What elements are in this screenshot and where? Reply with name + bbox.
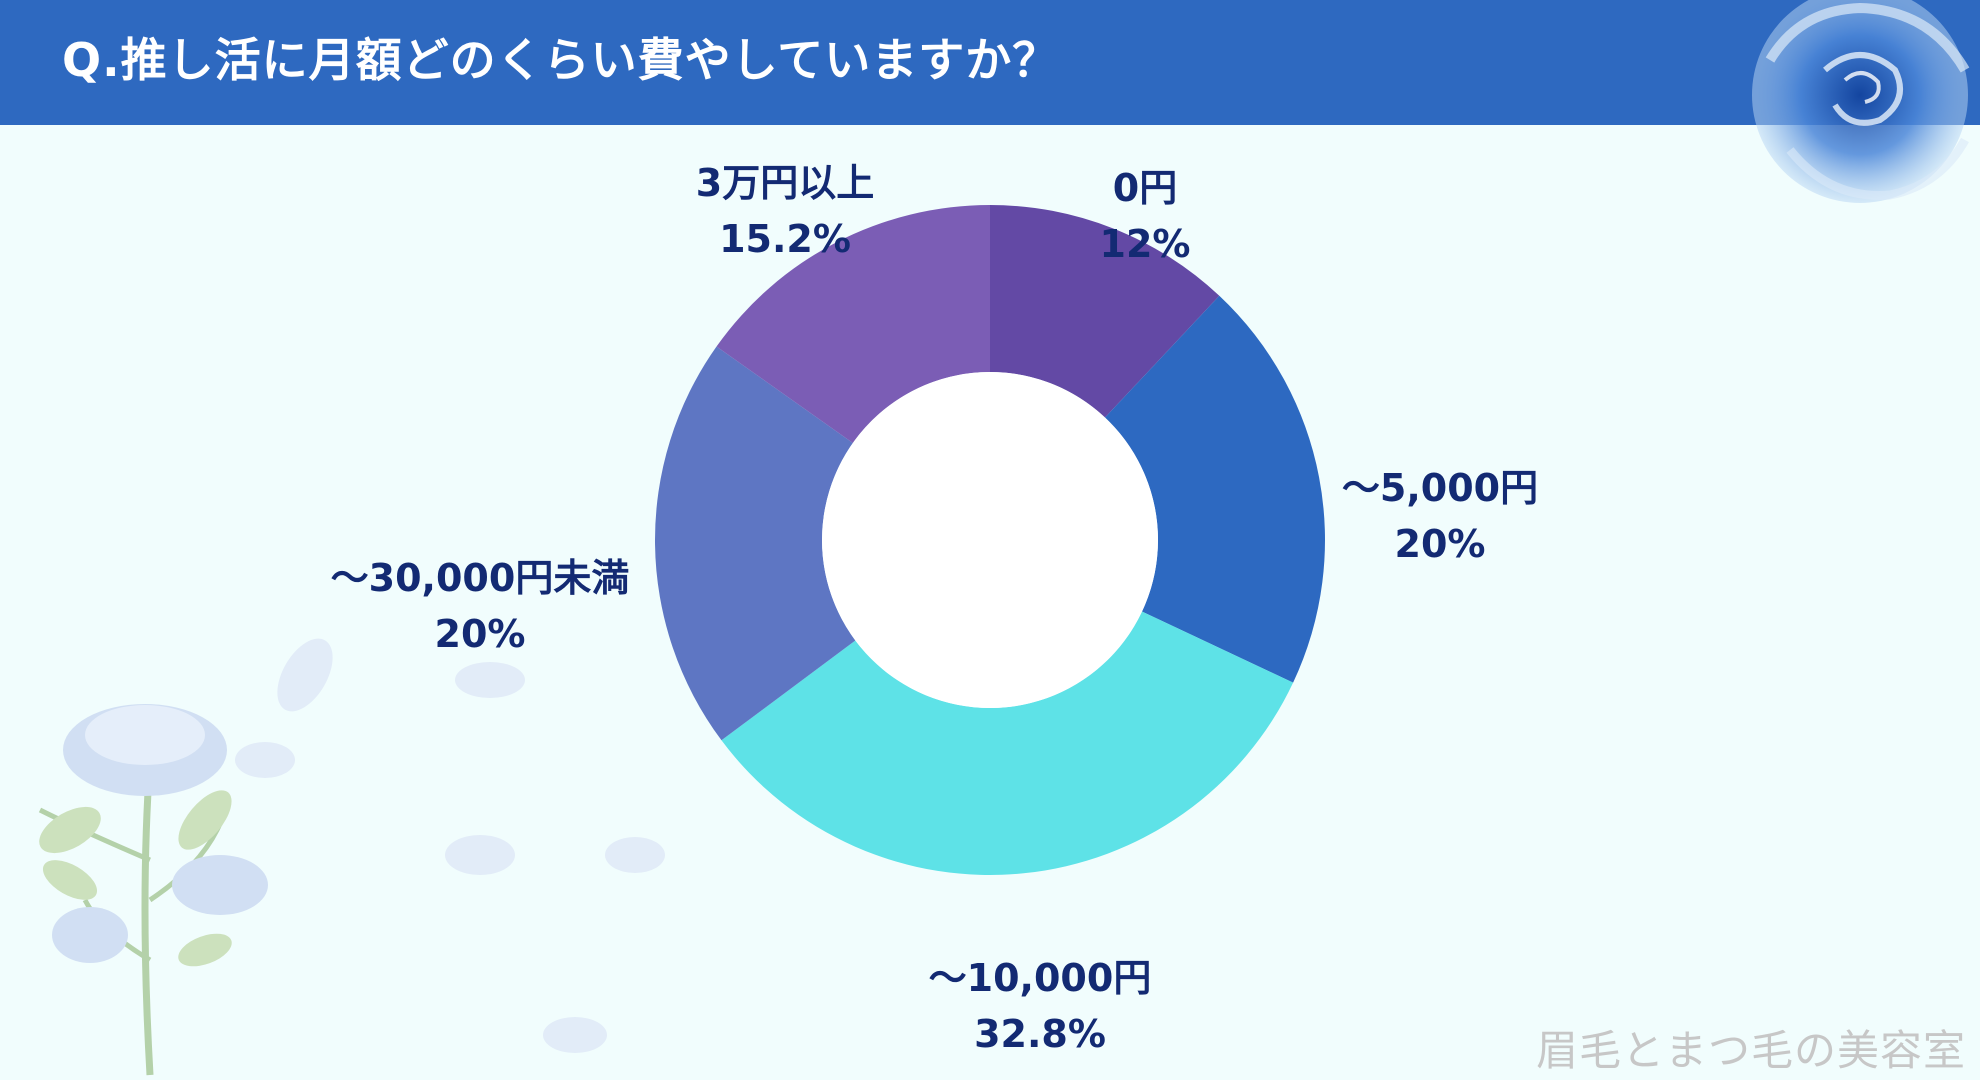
slice-percent-label: 20% <box>434 612 526 656</box>
slice-label: 3万円以上 15.2% <box>696 155 874 267</box>
slice-category-label: ～10,000円 <box>928 956 1152 1000</box>
slice-percent-label: 32.8% <box>974 1012 1106 1056</box>
slice-percent-label: 20% <box>1394 522 1486 566</box>
donut-slice <box>654 346 856 741</box>
page-title: Q.推し活に月額どのくらい費やしていますか？ <box>62 33 1060 87</box>
donut-hole <box>822 372 1158 708</box>
donut-slice <box>716 205 990 443</box>
blue-rose-decoration <box>1752 0 1970 203</box>
slice-category-label: ～5,000円 <box>1341 466 1539 510</box>
donut-slice <box>721 611 1294 875</box>
slice-label: 0円 12% <box>1100 160 1191 272</box>
slice-percent-label: 12% <box>1099 222 1191 266</box>
header-bar: Q.推し活に月額どのくらい費やしていますか？ <box>0 0 1980 125</box>
watermark-text: 眉毛とまつ毛の美容室 <box>1535 1026 1966 1075</box>
slice-category-label: ～30,000円未満 <box>330 556 630 600</box>
slice-label: ～30,000円未満 20% <box>331 550 630 662</box>
slice-label: ～5,000円 20% <box>1342 460 1538 572</box>
slice-label: ～10,000円 32.8% <box>929 950 1152 1062</box>
slice-percent-label: 15.2% <box>719 217 851 261</box>
slice-category-label: 3万円以上 <box>695 161 875 205</box>
donut-slice <box>990 205 1220 418</box>
donut-slice <box>1105 295 1325 683</box>
slice-category-label: 0円 <box>1112 166 1178 210</box>
